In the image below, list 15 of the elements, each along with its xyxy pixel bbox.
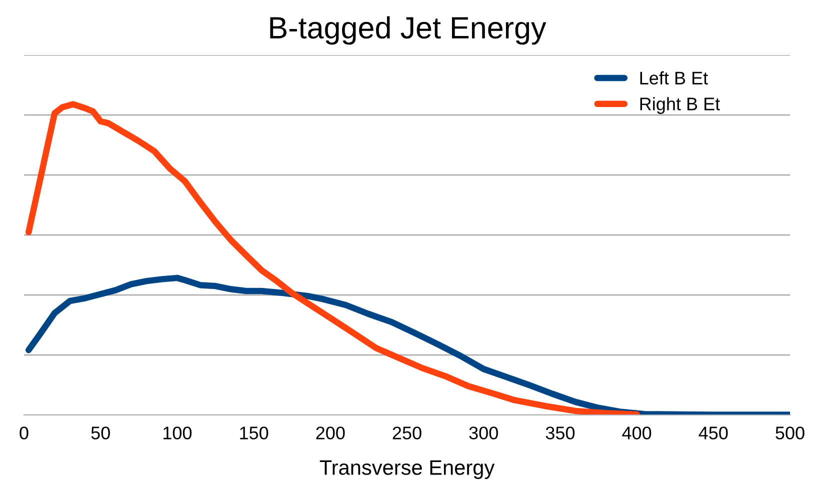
x-tick-label: 250 — [392, 426, 422, 440]
legend-label: Right B Et — [640, 97, 720, 114]
x-tick-label: 450 — [698, 426, 728, 440]
x-tick-label: 300 — [469, 426, 498, 440]
x-tick-label: 150 — [240, 426, 268, 440]
x-tick-label: 500 — [776, 426, 804, 440]
legend-label: Left B Et — [640, 71, 708, 85]
x-tick-label: 200 — [316, 426, 345, 440]
x-tick-label: 0 — [20, 426, 28, 440]
x-tick-label: 350 — [546, 426, 575, 440]
chart-title: B-tagged Jet Energy — [270, 16, 546, 45]
x-axis-title: Transverse Energy — [320, 460, 495, 480]
x-tick-label: 50 — [91, 426, 110, 440]
x-tick-label: 400 — [622, 426, 652, 440]
x-tick-label: 100 — [164, 426, 192, 440]
